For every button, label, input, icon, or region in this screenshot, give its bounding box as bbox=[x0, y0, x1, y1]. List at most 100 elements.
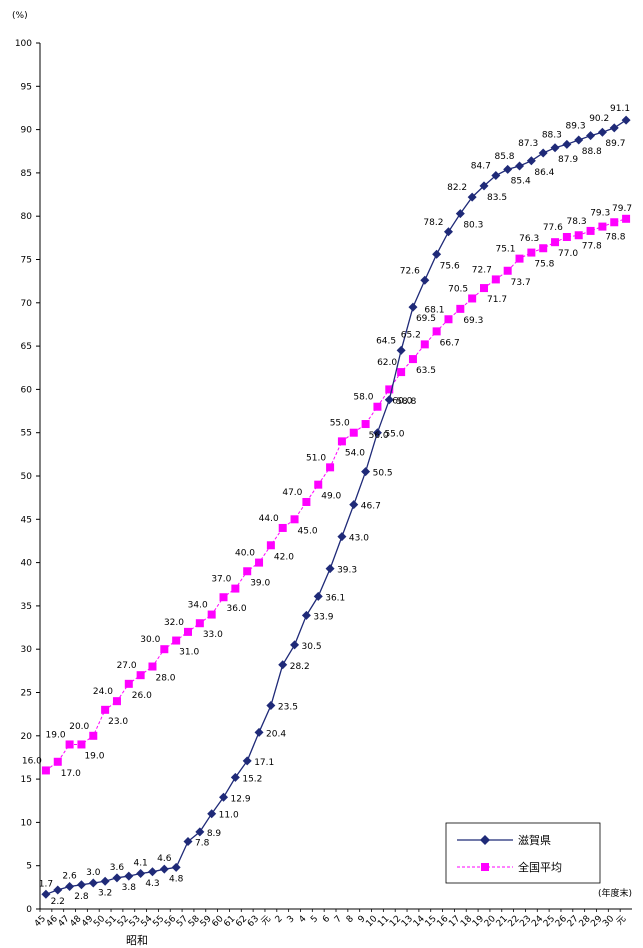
marker-shiga bbox=[230, 772, 240, 782]
data-label-shiga: 33.9 bbox=[313, 612, 333, 622]
data-label-national: 79.3 bbox=[590, 208, 610, 218]
data-label-shiga: 46.7 bbox=[361, 502, 381, 512]
marker-shiga bbox=[147, 867, 157, 877]
y-tick-label: 60 bbox=[21, 385, 33, 395]
data-label-shiga: 2.6 bbox=[62, 871, 77, 881]
data-label-national: 78.3 bbox=[567, 217, 587, 227]
marker-national bbox=[231, 584, 240, 593]
x-tick-label: 6 bbox=[321, 914, 332, 925]
x-tick-label: 7 bbox=[333, 914, 344, 925]
data-label-national: 20.0 bbox=[69, 722, 89, 732]
data-label-national: 26.0 bbox=[132, 691, 152, 701]
marker-shiga bbox=[586, 131, 596, 141]
marker-shiga bbox=[278, 660, 288, 670]
marker-shiga bbox=[479, 181, 489, 191]
marker-shiga bbox=[550, 143, 560, 153]
marker-national bbox=[290, 515, 299, 524]
x-tick-label: 5 bbox=[309, 914, 320, 925]
y-tick-label: 0 bbox=[26, 905, 32, 915]
marker-national bbox=[408, 355, 417, 364]
x-tick-label: 元 bbox=[260, 914, 273, 927]
marker-shiga bbox=[526, 156, 536, 166]
marker-shiga bbox=[384, 395, 394, 405]
marker-shiga bbox=[515, 161, 525, 171]
marker-shiga bbox=[597, 127, 607, 137]
data-label-shiga: 85.4 bbox=[511, 176, 531, 186]
y-tick-label: 5 bbox=[26, 862, 32, 872]
data-label-national: 47.0 bbox=[282, 488, 302, 498]
marker-national bbox=[373, 402, 382, 411]
data-label-shiga: 80.3 bbox=[463, 221, 483, 231]
marker-shiga bbox=[467, 192, 477, 202]
data-label-national: 42.0 bbox=[274, 552, 294, 562]
data-label-shiga: 30.5 bbox=[302, 642, 322, 652]
y-tick-label: 30 bbox=[21, 645, 33, 655]
marker-shiga bbox=[207, 809, 217, 819]
data-label-national: 56.0 bbox=[369, 431, 389, 441]
marker-shiga bbox=[325, 564, 335, 574]
series-shiga bbox=[41, 115, 631, 899]
marker-national bbox=[41, 766, 50, 775]
marker-shiga bbox=[171, 862, 181, 872]
marker-shiga bbox=[195, 827, 205, 837]
data-label-national: 55.0 bbox=[330, 419, 350, 429]
marker-national bbox=[397, 368, 406, 377]
y-tick-label: 20 bbox=[21, 732, 33, 742]
data-label-national: 27.0 bbox=[117, 661, 137, 671]
marker-national bbox=[385, 385, 394, 394]
data-label-national: 33.0 bbox=[203, 630, 223, 640]
y-tick-label: 25 bbox=[21, 689, 32, 699]
marker-shiga bbox=[41, 889, 51, 899]
data-label-shiga: 11.0 bbox=[219, 811, 239, 821]
marker-shiga bbox=[538, 148, 548, 158]
data-label-shiga: 50.5 bbox=[373, 469, 393, 479]
data-label-shiga: 23.5 bbox=[278, 702, 298, 712]
marker-shiga bbox=[574, 135, 584, 145]
data-label-shiga: 83.5 bbox=[487, 193, 507, 203]
data-label-national: 72.7 bbox=[472, 265, 492, 275]
data-label-national: 63.5 bbox=[416, 366, 436, 376]
y-tick-label: 10 bbox=[21, 818, 33, 828]
x-tick-label: 8 bbox=[345, 914, 356, 925]
y-tick-label: 80 bbox=[21, 212, 33, 222]
marker-shiga bbox=[112, 873, 122, 883]
data-label-shiga: 84.7 bbox=[471, 161, 491, 171]
data-label-national: 40.0 bbox=[235, 549, 255, 559]
data-label-national: 24.0 bbox=[93, 687, 113, 697]
marker-shiga bbox=[65, 881, 75, 891]
marker-national bbox=[101, 705, 110, 714]
data-label-national: 51.0 bbox=[306, 453, 326, 463]
marker-shiga bbox=[242, 756, 252, 766]
data-label-shiga: 2.8 bbox=[74, 892, 89, 902]
data-label-national: 30.0 bbox=[140, 635, 160, 645]
data-label-national: 44.0 bbox=[259, 514, 279, 524]
marker-national bbox=[302, 497, 311, 506]
data-label-national: 75.8 bbox=[534, 260, 554, 270]
marker-national bbox=[278, 523, 287, 532]
marker-shiga bbox=[88, 878, 98, 888]
data-label-shiga: 64.5 bbox=[376, 336, 396, 346]
data-label-shiga: 4.8 bbox=[169, 874, 184, 884]
marker-national bbox=[491, 275, 500, 284]
marker-shiga bbox=[183, 836, 193, 846]
data-label-shiga: 89.7 bbox=[605, 139, 625, 149]
data-label-shiga: 78.2 bbox=[423, 218, 443, 228]
data-label-national: 77.0 bbox=[558, 249, 578, 259]
marker-national bbox=[361, 420, 370, 429]
data-label-shiga: 4.3 bbox=[145, 879, 159, 889]
marker-national bbox=[456, 304, 465, 313]
marker-shiga bbox=[290, 640, 300, 650]
marker-national bbox=[551, 238, 560, 247]
marker-national bbox=[326, 463, 335, 472]
marker-shiga bbox=[443, 227, 453, 237]
y-tick-label: 55 bbox=[21, 429, 32, 439]
marker-shiga bbox=[408, 302, 418, 312]
data-label-national: 28.0 bbox=[155, 674, 175, 684]
marker-national bbox=[255, 558, 264, 567]
marker-national bbox=[574, 231, 583, 240]
marker-national bbox=[195, 619, 204, 628]
data-label-national: 60.0 bbox=[392, 396, 412, 406]
data-label-national: 65.2 bbox=[401, 330, 421, 340]
data-label-shiga: 3.2 bbox=[98, 888, 112, 898]
marker-national bbox=[89, 731, 98, 740]
